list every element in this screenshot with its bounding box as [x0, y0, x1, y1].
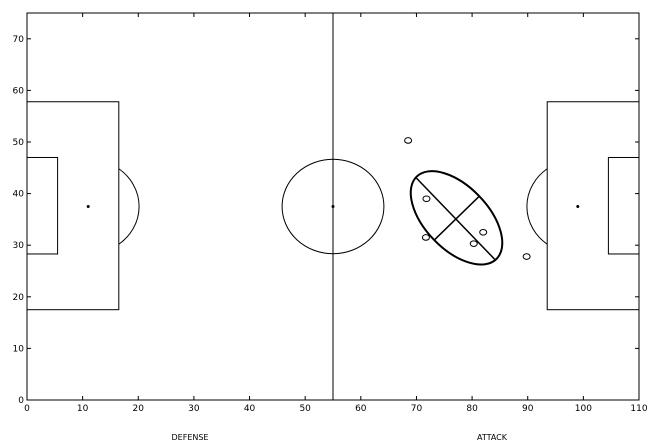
center-spot — [331, 205, 335, 208]
y-tick-label-50: 50 — [13, 138, 25, 148]
x-tick-label-60: 60 — [355, 404, 367, 414]
y-tick-label-60: 60 — [13, 86, 25, 96]
y-tick-label-20: 20 — [13, 293, 25, 303]
x-tick-label-0: 0 — [24, 404, 30, 414]
pitch-markings — [26, 13, 640, 400]
x-tick-label-90: 90 — [522, 404, 534, 414]
player-point-4 — [469, 240, 478, 247]
x-tick-label-80: 80 — [466, 404, 478, 414]
player-point-2 — [422, 195, 431, 203]
ellipse-minor-axis — [433, 195, 480, 241]
x-axis-label-attack: ATTACK — [477, 433, 508, 442]
penalty-spot-left — [86, 205, 90, 208]
player-point-3 — [421, 234, 430, 241]
center-circle — [281, 158, 385, 255]
axis-ticks: 0 10 20 30 40 50 60 70 80 90 100 110 0 10 20 30 40 50 60 70 — [13, 13, 648, 414]
x-tick-label-50: 50 — [299, 404, 311, 414]
y-tick-label-70: 70 — [13, 35, 25, 45]
x-tick-label-30: 30 — [188, 404, 200, 414]
x-tick-label-20: 20 — [133, 404, 145, 414]
y-tick-label-0: 0 — [18, 396, 24, 406]
x-tick-label-70: 70 — [411, 404, 423, 414]
goal-area-right — [607, 156, 640, 255]
player-point-6 — [522, 253, 531, 260]
penalty-arc-left — [118, 168, 140, 245]
penalty-arc-right — [526, 168, 548, 245]
x-tick-label-40: 40 — [244, 404, 256, 414]
goal-area-left — [26, 156, 59, 255]
penalty-spot-right — [576, 205, 580, 208]
player-points — [404, 137, 531, 260]
y-tick-label-10: 10 — [13, 344, 25, 354]
x-axis-label-defense: DEFENSE — [172, 433, 209, 442]
y-tick-label-40: 40 — [13, 190, 25, 200]
player-ellipse — [409, 170, 504, 266]
player-point-1 — [404, 137, 413, 144]
x-tick-label-100: 100 — [575, 404, 592, 414]
x-tick-label-10: 10 — [77, 404, 89, 414]
x-tick-label-110: 110 — [630, 404, 647, 414]
player-point-5 — [479, 229, 488, 236]
y-tick-label-30: 30 — [13, 241, 25, 251]
